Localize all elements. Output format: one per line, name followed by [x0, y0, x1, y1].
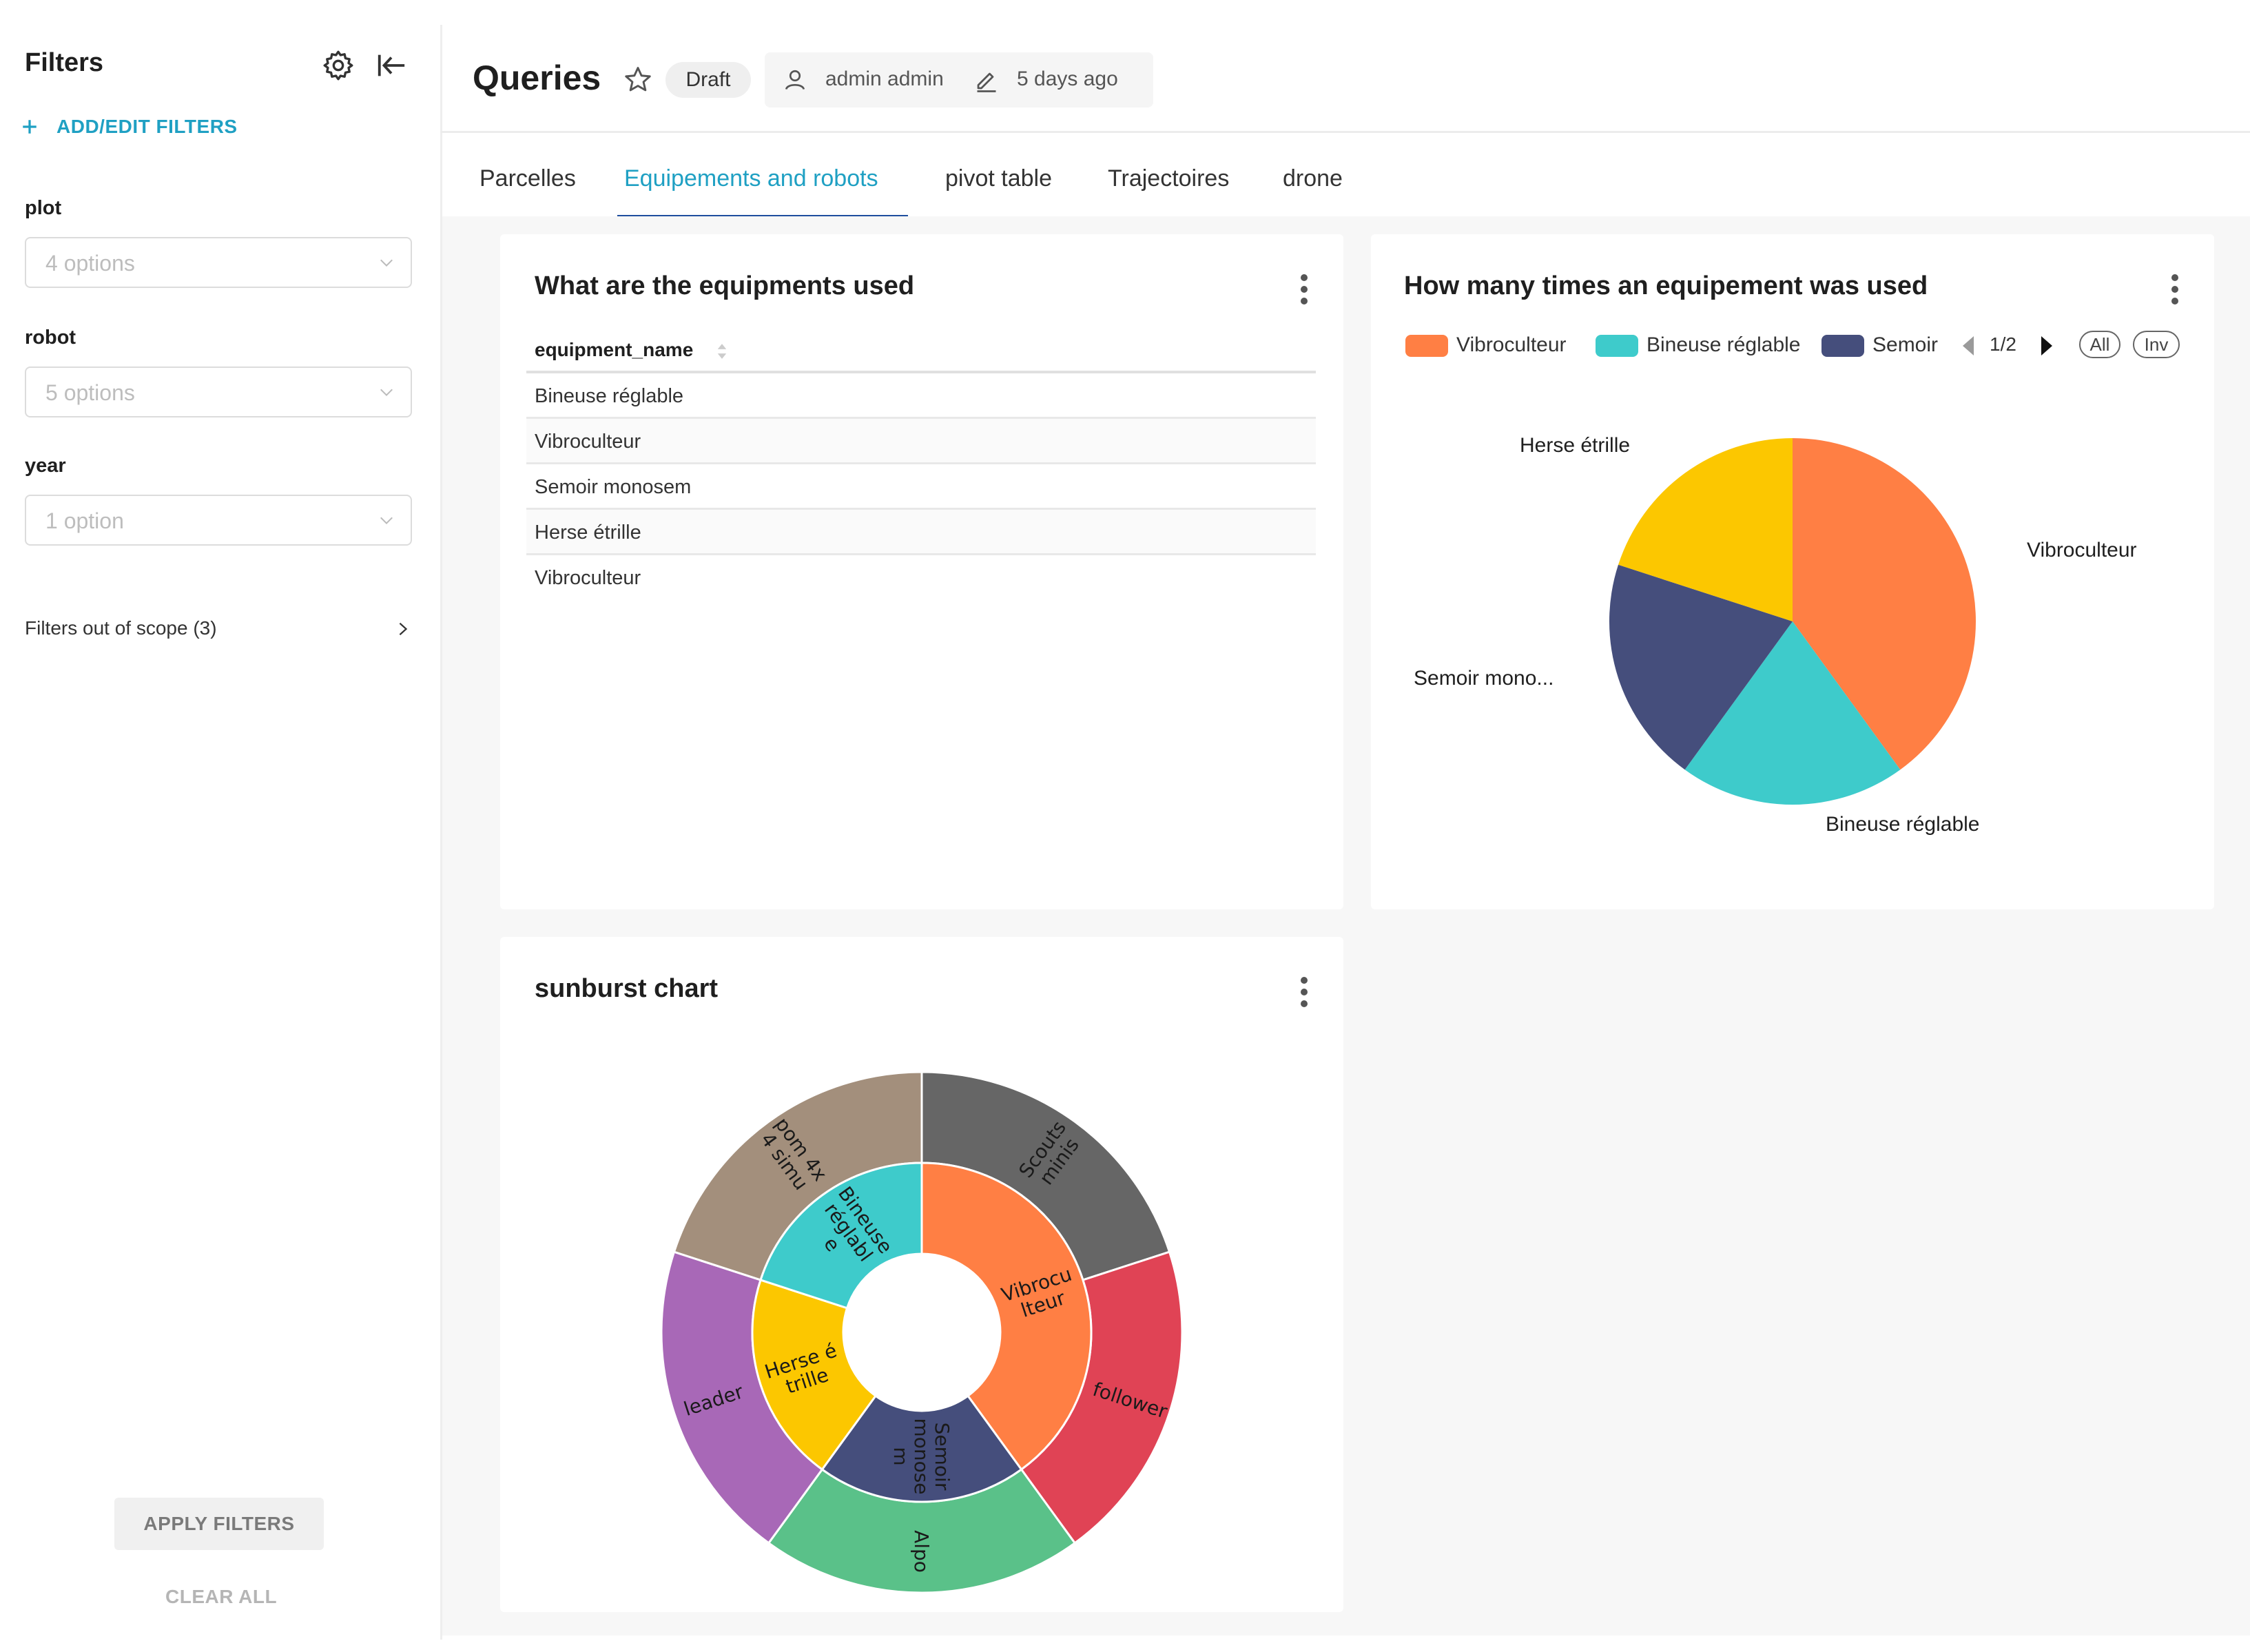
- table-cell: Vibroculteur: [535, 567, 641, 589]
- page-title: Queries: [473, 59, 601, 97]
- card-title: How many times an equipement was used: [1404, 271, 1928, 300]
- modified-time: 5 days ago: [1017, 68, 1118, 90]
- user-icon: [785, 70, 805, 90]
- chevron-down-icon: [380, 259, 393, 267]
- legend-swatch-bineuse: [1596, 335, 1638, 357]
- header-divider: [441, 131, 2250, 133]
- gear-icon[interactable]: [321, 48, 355, 83]
- sunburst-inner-herse-etrille[interactable]: [751, 1279, 878, 1472]
- clear-all-button[interactable]: CLEAR ALL: [165, 1586, 278, 1607]
- sunburst-inner-semoir-monosem[interactable]: [820, 1394, 1023, 1503]
- table-cell: Semoir monosem: [535, 476, 692, 498]
- filter-label-year: year: [25, 455, 66, 477]
- pie-chart-card: How many times an equipement was used Vi…: [1371, 234, 2214, 909]
- legend-label-vibroculteur[interactable]: Vibroculteur: [1456, 333, 1567, 356]
- star-icon[interactable]: [623, 65, 653, 95]
- sunburst-label-semoir-monosem: Semoirmonosem: [889, 1418, 953, 1494]
- more-options-icon[interactable]: [1301, 274, 1309, 309]
- more-options-icon[interactable]: [2171, 274, 2180, 309]
- table-header-row: equipment_name: [526, 328, 1316, 373]
- sort-icon[interactable]: [716, 342, 727, 361]
- column-header-equipment-name[interactable]: equipment_name: [535, 339, 694, 360]
- chevron-right-icon: [399, 622, 408, 636]
- filter-label-plot: plot: [25, 197, 62, 219]
- legend-inv-button[interactable]: Inv: [2133, 331, 2180, 358]
- status-badge: Draft: [665, 62, 751, 98]
- pie-label-semoir: Semoir mono...: [1414, 667, 1554, 690]
- apply-filters-button[interactable]: APPLY FILTERS: [114, 1498, 324, 1550]
- more-options-icon[interactable]: [1301, 977, 1309, 1012]
- card-title: What are the equipments used: [535, 271, 915, 300]
- plus-icon: [23, 120, 37, 134]
- table-row: Semoir monosem: [526, 464, 1316, 510]
- filter-label-robot: robot: [25, 327, 76, 349]
- sidebar-title: Filters: [25, 48, 104, 77]
- select-placeholder: 5 options: [45, 380, 135, 405]
- pie-slice-herse-etrille[interactable]: [1618, 438, 1793, 621]
- tab-parcelles[interactable]: Parcelles: [479, 165, 576, 192]
- card-title: sunburst chart: [535, 974, 719, 1003]
- legend-next-icon[interactable]: [2039, 335, 2054, 357]
- legend-label-semoir[interactable]: Semoir: [1872, 333, 1939, 356]
- filters-out-of-scope-label: Filters out of scope (3): [25, 617, 217, 639]
- chevron-down-icon: [380, 389, 393, 397]
- filter-sidebar: Filters ADD/EDIT FILTERS plot 4 options …: [0, 0, 441, 1652]
- filter-select-robot[interactable]: 5 options: [25, 366, 412, 417]
- sunburst-inner-vibroculteur[interactable]: [920, 1161, 1093, 1472]
- tab-pivot-table[interactable]: pivot table: [945, 165, 1052, 192]
- tab-trajectoires[interactable]: Trajectoires: [1108, 165, 1230, 192]
- pie-slice-semoir-mono[interactable]: [1609, 564, 1793, 770]
- add-edit-filters-button[interactable]: ADD/EDIT FILTERS: [21, 116, 238, 138]
- filter-select-plot[interactable]: 4 options: [25, 237, 412, 288]
- sunburst-label-alpo: Alpo: [910, 1530, 933, 1573]
- select-placeholder: 1 option: [45, 508, 124, 533]
- table-row: Vibroculteur: [526, 555, 1316, 601]
- sunburst-inner-bineuse-reglable[interactable]: [759, 1161, 923, 1310]
- pie-slice-bineuse-reglable[interactable]: [1684, 621, 1901, 805]
- legend-prev-icon[interactable]: [1961, 335, 1976, 357]
- table-row: Herse étrille: [526, 510, 1316, 555]
- sunburst-chart-card: sunburst chart Vibroculteur Semoirmonosem…: [500, 937, 1343, 1612]
- tab-drone[interactable]: drone: [1283, 165, 1343, 192]
- table-row: Vibroculteur: [526, 419, 1316, 464]
- filters-out-of-scope-toggle[interactable]: Filters out of scope (3): [25, 617, 411, 645]
- legend-all-button[interactable]: All: [2079, 331, 2120, 358]
- select-placeholder: 4 options: [45, 251, 135, 276]
- equipments-table-card: What are the equipments used equipment_n…: [500, 234, 1343, 909]
- owner-name[interactable]: admin admin: [825, 68, 944, 90]
- sidebar-divider: [440, 25, 442, 1640]
- sunburst-label-vibroculteur: Vibroculteur: [999, 1263, 1082, 1326]
- pencil-icon: [977, 72, 996, 92]
- pie-label-bineuse-reglable: Bineuse réglable: [1826, 813, 1980, 836]
- table-cell: Bineuse réglable: [535, 385, 684, 407]
- table-row: Bineuse réglable: [526, 373, 1316, 419]
- collapse-left-icon[interactable]: [375, 50, 408, 81]
- table-cell: Vibroculteur: [535, 431, 641, 453]
- legend-swatch-vibroculteur: [1405, 335, 1448, 357]
- tab-equipements-and-robots[interactable]: Equipements and robots: [624, 165, 878, 192]
- legend-pager: 1/2: [1990, 333, 2016, 355]
- legend-label-bineuse[interactable]: Bineuse réglable: [1647, 333, 1801, 356]
- add-edit-filters-label: ADD/EDIT FILTERS: [56, 116, 238, 137]
- legend-swatch-semoir: [1821, 335, 1864, 357]
- chevron-down-icon: [380, 517, 393, 525]
- table-cell: Herse étrille: [535, 522, 641, 544]
- pie-label-vibroculteur: Vibroculteur: [2027, 539, 2137, 561]
- filter-select-year[interactable]: 1 option: [25, 495, 412, 546]
- pie-chart: [1609, 438, 1976, 805]
- pie-label-herse-etrille: Herse étrille: [1520, 434, 1631, 457]
- pie-slice-vibroculteur[interactable]: [1793, 438, 1976, 770]
- metadata-bar: admin admin 5 days ago: [765, 52, 1153, 107]
